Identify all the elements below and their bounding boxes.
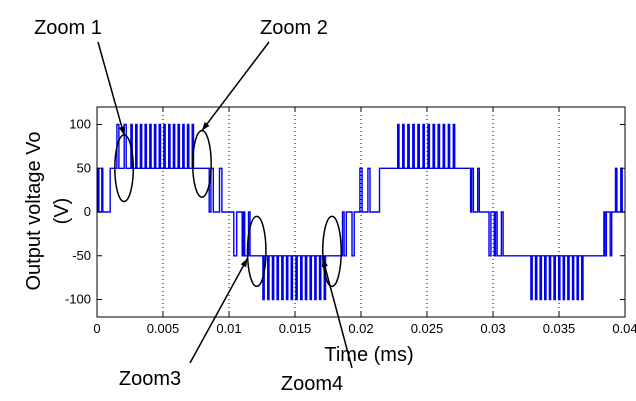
output-voltage-line <box>97 123 625 301</box>
zoom-arrow-head <box>240 258 248 268</box>
x-tick-label: 0.02 <box>348 321 373 336</box>
zoom-label: Zoom 1 <box>34 17 102 39</box>
y-axis-title-line1: Output voltage Vo <box>23 131 45 290</box>
zoom-label: Zoom 2 <box>260 17 328 39</box>
y-tick-label: 0 <box>84 204 91 219</box>
zoom-arrow <box>97 41 125 136</box>
zoom-ellipse <box>246 215 267 288</box>
zoom-arrow <box>321 258 353 369</box>
series-layer <box>97 123 625 301</box>
x-axis-title: Time (ms) <box>324 344 413 366</box>
zoom-arrow-head <box>118 126 125 135</box>
zoom-arrow <box>201 41 270 132</box>
zoom-annotations: Zoom 1 Zoom 2 Zoom3 Zoom4 <box>34 17 353 395</box>
y-axis-title-line2: (V) <box>51 198 73 225</box>
x-tick-label: 0.005 <box>147 321 180 336</box>
y-tick-label: 50 <box>77 160 91 175</box>
axis-ticks: 0 0.005 0.01 0.015 0.02 0.025 0.03 0.035 0.04 100… <box>65 107 636 336</box>
x-tick-label: 0.04 <box>612 321 636 336</box>
x-tick-label: 0 <box>93 321 100 336</box>
zoom-label: Zoom4 <box>281 373 343 395</box>
x-tick-label: 0.035 <box>543 321 576 336</box>
x-tick-label: 0.01 <box>216 321 241 336</box>
zoom-label: Zoom3 <box>119 368 181 390</box>
zoom-arrow-head <box>201 122 210 131</box>
zoom-ellipse <box>321 215 342 288</box>
zoom-arrow <box>189 258 249 364</box>
y-tick-label: -50 <box>72 248 91 263</box>
zoom-arrow-head <box>321 258 328 268</box>
x-tick-label: 0.03 <box>480 321 505 336</box>
x-tick-label: 0.015 <box>279 321 312 336</box>
y-tick-label: -100 <box>65 292 91 307</box>
x-tick-label: 0.025 <box>411 321 444 336</box>
zoom-ellipse <box>191 129 212 198</box>
y-tick-label: 100 <box>69 117 91 132</box>
